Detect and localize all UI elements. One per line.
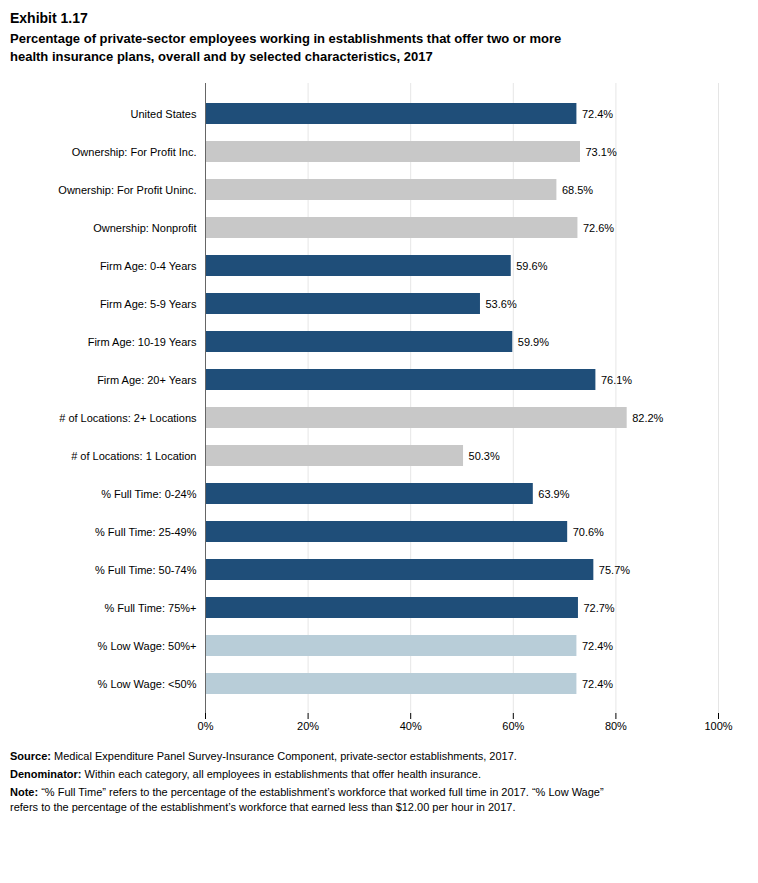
svg-text:# of Locations: 2+ Locations: # of Locations: 2+ Locations — [59, 412, 197, 424]
svg-text:63.9%: 63.9% — [538, 488, 569, 500]
svg-text:United States: United States — [130, 108, 197, 120]
svg-text:72.4%: 72.4% — [582, 640, 613, 652]
html-text:Denominator: Within each categ: Denominator: Within each category, all e… — [10, 767, 481, 780]
svg-text:70.6%: 70.6% — [573, 526, 604, 538]
svg-text:72.7%: 72.7% — [583, 602, 614, 614]
svg-text:59.6%: 59.6% — [516, 260, 547, 272]
svg-text:80%: 80% — [605, 720, 627, 732]
svg-text:% Low Wage: <50%: % Low Wage: <50% — [98, 678, 197, 690]
html-text:Source: Medical Expenditure Pa: Source: Medical Expenditure Panel Survey… — [10, 750, 517, 763]
svg-text:60%: 60% — [502, 720, 524, 732]
svg-text:# of Locations: 1 Location: # of Locations: 1 Location — [71, 450, 196, 462]
svg-text:75.7%: 75.7% — [599, 564, 630, 576]
svg-text:% Full Time: 0-24%: % Full Time: 0-24% — [101, 488, 197, 500]
svg-text:53.6%: 53.6% — [485, 298, 516, 310]
svg-text:72.4%: 72.4% — [582, 678, 613, 690]
svg-text:76.1%: 76.1% — [601, 374, 632, 386]
svg-text:Firm Age: 20+ Years: Firm Age: 20+ Years — [97, 374, 197, 386]
svg-text:59.9%: 59.9% — [518, 336, 549, 348]
svg-text:Ownership: For Profit Uninc.: Ownership: For Profit Uninc. — [58, 184, 196, 196]
html-text:Exhibit 1.17: Exhibit 1.17 — [10, 10, 88, 26]
svg-text:% Full Time: 75%+: % Full Time: 75%+ — [104, 602, 196, 614]
html-text:Percentage of private-sector e: Percentage of private-sector employees w… — [10, 31, 562, 64]
svg-text:40%: 40% — [400, 720, 422, 732]
svg-text:73.1%: 73.1% — [586, 146, 617, 158]
svg-text:72.4%: 72.4% — [582, 108, 613, 120]
svg-text:72.6%: 72.6% — [583, 222, 614, 234]
svg-text:Firm Age: 0-4 Years: Firm Age: 0-4 Years — [100, 260, 197, 272]
svg-text:20%: 20% — [297, 720, 319, 732]
svg-text:Firm Age: 5-9 Years: Firm Age: 5-9 Years — [100, 298, 197, 310]
svg-text:% Full Time: 50-74%: % Full Time: 50-74% — [95, 564, 197, 576]
svg-text:% Full Time: 25-49%: % Full Time: 25-49% — [95, 526, 197, 538]
svg-text:% Low Wage: 50%+: % Low Wage: 50%+ — [98, 640, 197, 652]
svg-text:100%: 100% — [704, 720, 732, 732]
svg-text:Ownership: Nonprofit: Ownership: Nonprofit — [93, 222, 196, 234]
svg-text:Ownership: For Profit Inc.: Ownership: For Profit Inc. — [72, 146, 197, 158]
svg-text:Firm Age: 10-19 Years: Firm Age: 10-19 Years — [88, 336, 197, 348]
svg-text:0%: 0% — [198, 720, 214, 732]
svg-text:68.5%: 68.5% — [562, 184, 593, 196]
svg-text:50.3%: 50.3% — [469, 450, 500, 462]
svg-text:82.2%: 82.2% — [632, 412, 663, 424]
html-text:Note: “% Full Time” refers to: Note: “% Full Time” refers to the percen… — [10, 785, 604, 813]
